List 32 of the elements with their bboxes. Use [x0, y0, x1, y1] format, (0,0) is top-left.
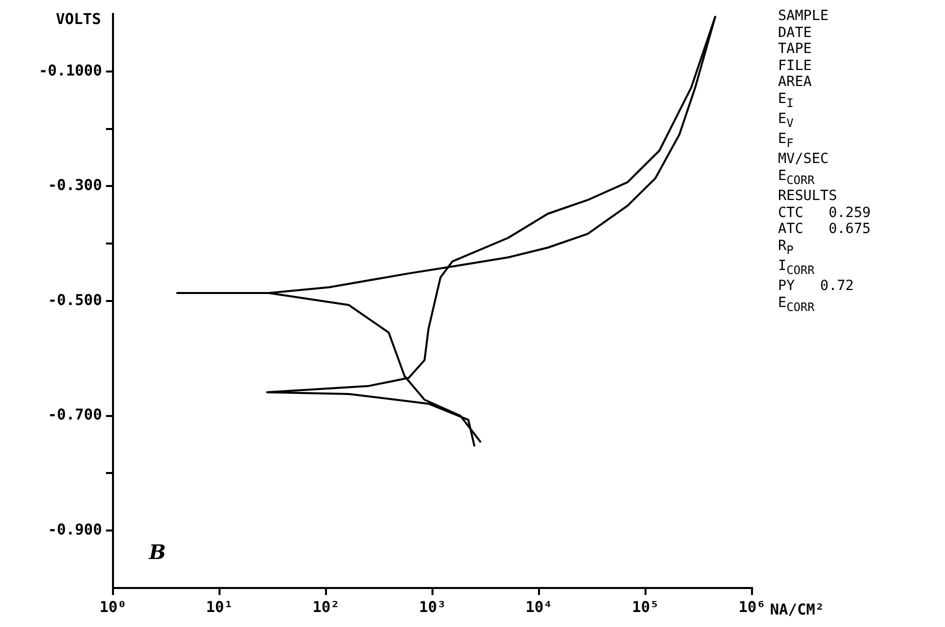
x-tick-label: 10⁵ — [632, 598, 660, 616]
x-tick-label: 10⁶ — [738, 598, 766, 616]
text: CTC 0.259 — [778, 204, 871, 222]
text: B — [148, 540, 166, 564]
text: MV/SEC — [778, 151, 830, 168]
x-axis-title: NA/CM² — [770, 600, 824, 618]
x-tick-label: 10⁴ — [525, 598, 553, 616]
text: R$_{P}$ — [778, 238, 794, 258]
text: ATC 0.675 — [778, 221, 871, 238]
text: PY 0.72 — [778, 278, 855, 295]
text: E$_{V}$ — [778, 110, 794, 132]
x-tick-label: 10¹ — [206, 598, 234, 616]
y-axis-title: VOLTS — [56, 10, 101, 28]
y-tick-label: -0.700 — [48, 406, 102, 424]
text: E$_{CORR}$ — [778, 294, 816, 316]
y-tick-label: -0.500 — [48, 290, 102, 309]
y-tick-label: -0.300 — [48, 176, 102, 194]
x-tick-label: 10³ — [418, 598, 446, 616]
text: E$_{CORR}$ — [778, 168, 816, 188]
text: RESULTS — [778, 188, 838, 205]
text: E$_{F}$ — [778, 131, 794, 152]
x-tick-label: 10⁰ — [99, 598, 127, 616]
text: I$_{CORR}$ — [778, 258, 816, 278]
text: FILE — [778, 58, 813, 74]
y-tick-label: -0.900 — [48, 520, 102, 538]
text: SAMPLE — [778, 8, 830, 24]
text: AREA — [778, 74, 813, 90]
text: DATE — [778, 24, 813, 41]
y-tick-label: -0.1000 — [38, 61, 102, 80]
text: E$_{I}$ — [778, 90, 794, 111]
text: TAPE — [778, 41, 813, 58]
x-tick-label: 10² — [312, 598, 340, 616]
